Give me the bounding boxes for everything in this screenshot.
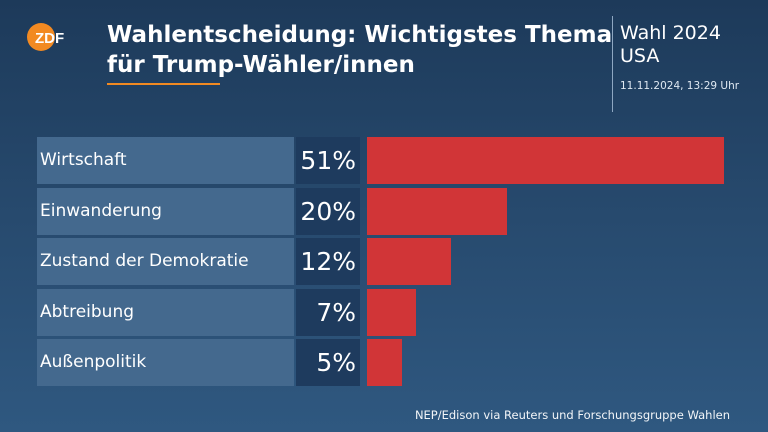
category-label: Wirtschaft bbox=[37, 137, 294, 184]
value-label: 7% bbox=[296, 289, 360, 336]
bar bbox=[367, 188, 507, 235]
title-underline bbox=[107, 83, 220, 85]
bar bbox=[367, 238, 451, 285]
category-label: Außenpolitik bbox=[37, 339, 294, 386]
source-note: NEP/Edison via Reuters und Forschungsgru… bbox=[414, 408, 730, 422]
header-divider bbox=[612, 16, 613, 112]
category-label: Einwanderung bbox=[37, 188, 294, 235]
bar bbox=[367, 339, 402, 386]
election-label: Wahl 2024 USA bbox=[620, 22, 721, 68]
title-line-2: für Trump-Wähler/innen bbox=[107, 52, 415, 78]
bar bbox=[367, 137, 724, 184]
category-label: Abtreibung bbox=[37, 289, 294, 336]
election-line-2: USA bbox=[620, 45, 660, 67]
svg-text:ZDF: ZDF bbox=[35, 30, 64, 47]
value-label: 51% bbox=[296, 137, 360, 184]
bar bbox=[367, 289, 416, 336]
category-label: Zustand der Demokratie bbox=[37, 238, 294, 285]
timestamp: 11.11.2024, 13:29 Uhr bbox=[620, 80, 740, 92]
value-label: 12% bbox=[296, 238, 360, 285]
value-label: 5% bbox=[296, 339, 360, 386]
chart-title: Wahlentscheidung: Wichtigstes Thema für … bbox=[107, 20, 613, 80]
election-line-1: Wahl 2024 bbox=[620, 22, 721, 44]
value-label: 20% bbox=[296, 188, 360, 235]
zdf-logo: ZDF bbox=[27, 23, 64, 51]
title-line-1: Wahlentscheidung: Wichtigstes Thema bbox=[107, 22, 613, 48]
